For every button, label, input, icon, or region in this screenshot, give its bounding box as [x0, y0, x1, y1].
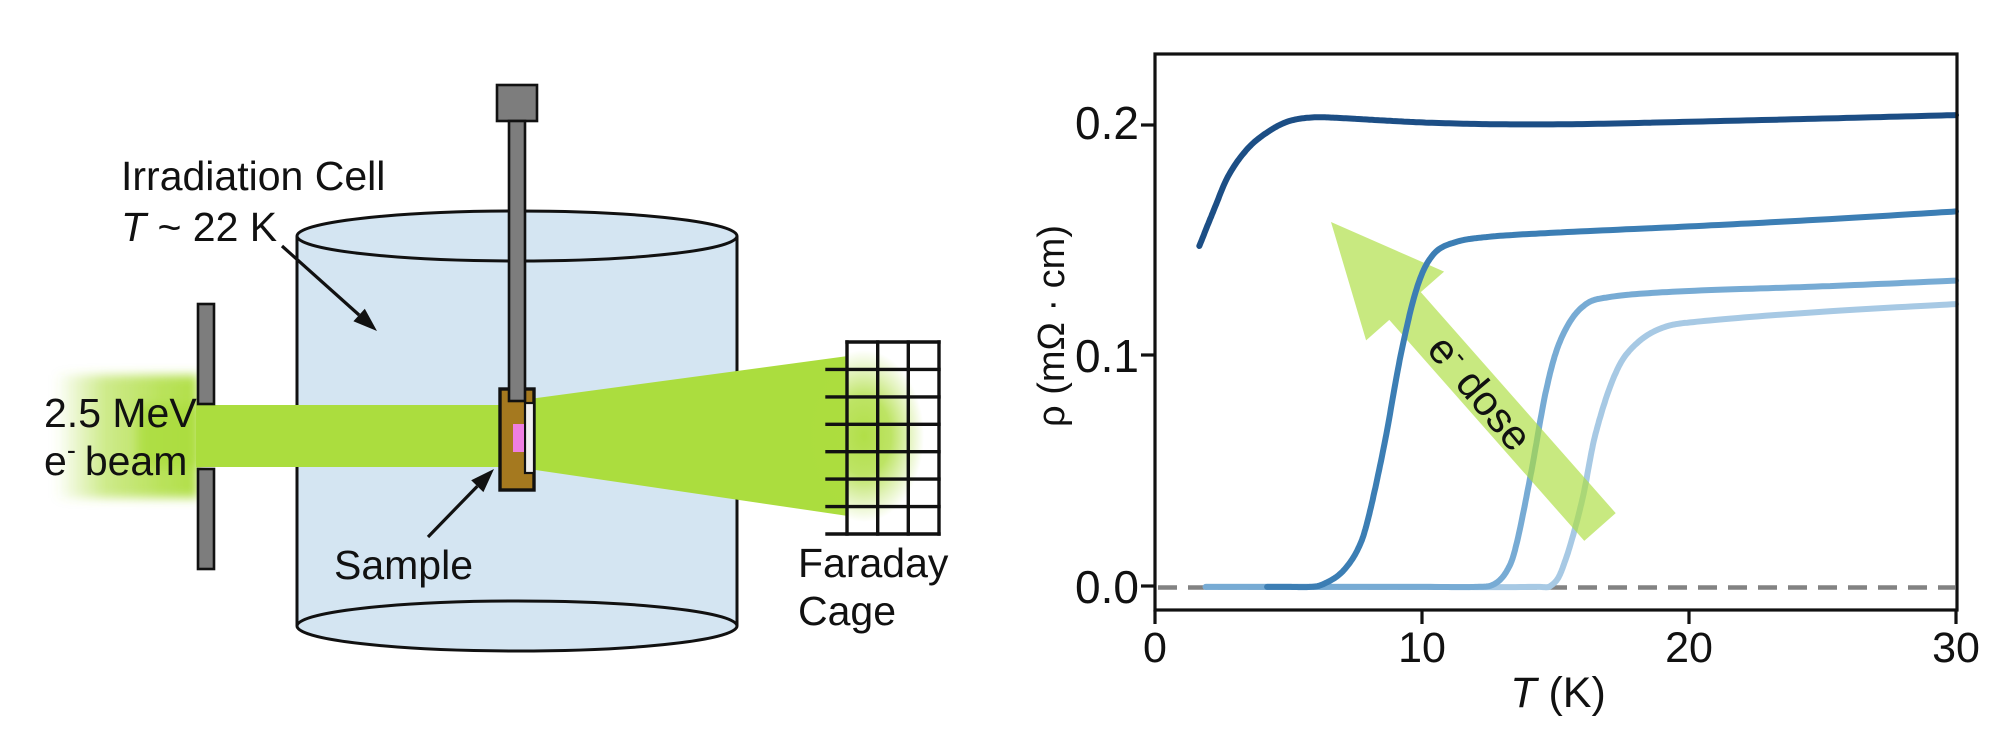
svg-text:T (K): T (K) — [1510, 669, 1606, 717]
svg-text:30: 30 — [1932, 624, 1980, 672]
svg-text:0: 0 — [1143, 624, 1167, 672]
svg-text:e- dose: e- dose — [1419, 324, 1544, 459]
svg-text:Sample: Sample — [334, 542, 473, 588]
svg-text:T ~ 22 K: T ~ 22 K — [121, 204, 277, 250]
svg-text:Irradiation Cell: Irradiation Cell — [121, 153, 385, 199]
svg-text:20: 20 — [1665, 624, 1713, 672]
svg-text:2.5 MeV: 2.5 MeV — [44, 390, 197, 436]
svg-text:ρ (mΩ · cm): ρ (mΩ · cm) — [1031, 225, 1073, 427]
svg-text:10: 10 — [1398, 624, 1446, 672]
svg-text:0.2: 0.2 — [1075, 97, 1139, 149]
svg-text:0.1: 0.1 — [1075, 330, 1139, 382]
svg-text:Faraday: Faraday — [798, 540, 949, 586]
svg-text:0.0: 0.0 — [1075, 561, 1139, 613]
svg-text:Cage: Cage — [798, 588, 896, 634]
svg-text:e-beam: e-beam — [44, 435, 187, 484]
